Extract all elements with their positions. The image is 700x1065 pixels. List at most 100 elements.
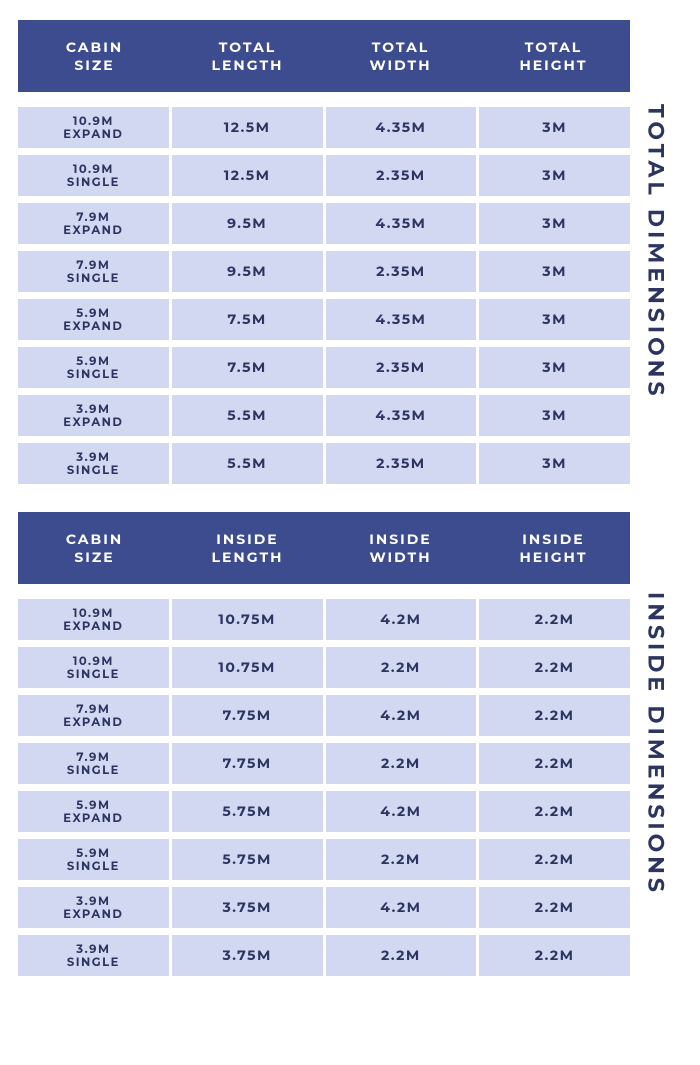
cell-width: 4.2M (326, 599, 477, 640)
row-label: 3.9M EXPAND (18, 887, 169, 928)
total-dimensions-table: CABIN SIZE TOTAL LENGTH TOTAL WIDTH TOTA… (18, 20, 630, 484)
col-header-total-length: TOTAL LENGTH (171, 20, 324, 92)
table-header: CABIN SIZE TOTAL LENGTH TOTAL WIDTH TOTA… (18, 20, 630, 92)
cell-length: 3.75M (172, 935, 323, 976)
cell-height: 2.2M (479, 887, 630, 928)
row-label: 5.9M SINGLE (18, 839, 169, 880)
cell-height: 3M (479, 203, 630, 244)
table-body: 10.9M EXPAND 12.5M 4.35M 3M 10.9M SINGLE… (18, 107, 630, 484)
cell-height: 2.2M (479, 839, 630, 880)
table-row: 5.9M SINGLE 5.75M 2.2M 2.2M (18, 839, 630, 880)
col-header-line2: SIZE (74, 548, 114, 566)
cell-height: 2.2M (479, 695, 630, 736)
cell-width: 2.2M (326, 839, 477, 880)
cell-length: 5.75M (172, 839, 323, 880)
cell-length: 10.75M (172, 647, 323, 688)
col-header-total-width: TOTAL WIDTH (324, 20, 477, 92)
total-dimensions-section: CABIN SIZE TOTAL LENGTH TOTAL WIDTH TOTA… (18, 20, 682, 484)
cell-length: 5.5M (172, 443, 323, 484)
col-header-inside-length: INSIDE LENGTH (171, 512, 324, 584)
cell-width: 4.35M (326, 107, 477, 148)
cell-width: 2.35M (326, 251, 477, 292)
col-header-cabin-size: CABIN SIZE (18, 512, 171, 584)
row-label: 7.9M SINGLE (18, 251, 169, 292)
row-label: 10.9M SINGLE (18, 155, 169, 196)
row-label: 7.9M EXPAND (18, 695, 169, 736)
cell-height: 2.2M (479, 935, 630, 976)
row-label: 3.9M EXPAND (18, 395, 169, 436)
row-label: 5.9M EXPAND (18, 299, 169, 340)
row-label: 5.9M SINGLE (18, 347, 169, 388)
col-header-line1: TOTAL (525, 38, 583, 56)
col-header-line1: TOTAL (372, 38, 430, 56)
table-header: CABIN SIZE INSIDE LENGTH INSIDE WIDTH IN… (18, 512, 630, 584)
table-row: 10.9M EXPAND 12.5M 4.35M 3M (18, 107, 630, 148)
cell-width: 4.2M (326, 887, 477, 928)
table-row: 10.9M SINGLE 12.5M 2.35M 3M (18, 155, 630, 196)
cell-height: 3M (479, 443, 630, 484)
col-header-line1: INSIDE (216, 530, 278, 548)
col-header-line1: TOTAL (219, 38, 277, 56)
cell-width: 4.2M (326, 695, 477, 736)
table-row: 3.9M EXPAND 3.75M 4.2M 2.2M (18, 887, 630, 928)
cell-length: 12.5M (172, 155, 323, 196)
col-header-line1: CABIN (66, 38, 123, 56)
row-label: 3.9M SINGLE (18, 935, 169, 976)
row-label: 10.9M EXPAND (18, 107, 169, 148)
cell-height: 2.2M (479, 599, 630, 640)
row-label: 10.9M EXPAND (18, 599, 169, 640)
cell-width: 2.2M (326, 935, 477, 976)
table-row: 3.9M EXPAND 5.5M 4.35M 3M (18, 395, 630, 436)
cell-width: 2.35M (326, 155, 477, 196)
cell-width: 4.35M (326, 395, 477, 436)
row-label: 3.9M SINGLE (18, 443, 169, 484)
row-label: 7.9M EXPAND (18, 203, 169, 244)
cell-length: 7.5M (172, 347, 323, 388)
side-label-total: TOTAL DIMENSIONS (630, 20, 682, 484)
table-row: 3.9M SINGLE 3.75M 2.2M 2.2M (18, 935, 630, 976)
cell-width: 2.35M (326, 347, 477, 388)
cell-width: 2.35M (326, 443, 477, 484)
col-header-line2: LENGTH (212, 548, 284, 566)
cell-height: 3M (479, 347, 630, 388)
table-row: 5.9M SINGLE 7.5M 2.35M 3M (18, 347, 630, 388)
col-header-line2: HEIGHT (519, 56, 587, 74)
table-row: 7.9M EXPAND 9.5M 4.35M 3M (18, 203, 630, 244)
side-label-inside: INSIDE DIMENSIONS (630, 512, 682, 976)
cell-height: 3M (479, 107, 630, 148)
col-header-cabin-size: CABIN SIZE (18, 20, 171, 92)
cell-height: 3M (479, 155, 630, 196)
col-header-inside-width: INSIDE WIDTH (324, 512, 477, 584)
cell-width: 2.2M (326, 743, 477, 784)
cell-height: 2.2M (479, 743, 630, 784)
col-header-line2: WIDTH (369, 56, 431, 74)
cell-height: 2.2M (479, 647, 630, 688)
col-header-line1: CABIN (66, 530, 123, 548)
table-row: 5.9M EXPAND 5.75M 4.2M 2.2M (18, 791, 630, 832)
col-header-line2: SIZE (74, 56, 114, 74)
table-row: 7.9M EXPAND 7.75M 4.2M 2.2M (18, 695, 630, 736)
cell-height: 2.2M (479, 791, 630, 832)
table-row: 7.9M SINGLE 7.75M 2.2M 2.2M (18, 743, 630, 784)
inside-dimensions-section: CABIN SIZE INSIDE LENGTH INSIDE WIDTH IN… (18, 512, 682, 976)
col-header-line2: WIDTH (369, 548, 431, 566)
cell-width: 4.35M (326, 203, 477, 244)
cell-width: 2.2M (326, 647, 477, 688)
cell-width: 4.2M (326, 791, 477, 832)
inside-dimensions-table: CABIN SIZE INSIDE LENGTH INSIDE WIDTH IN… (18, 512, 630, 976)
cell-length: 7.75M (172, 695, 323, 736)
cell-length: 9.5M (172, 203, 323, 244)
table-body: 10.9M EXPAND 10.75M 4.2M 2.2M 10.9M SING… (18, 599, 630, 976)
cell-length: 9.5M (172, 251, 323, 292)
col-header-line2: LENGTH (212, 56, 284, 74)
cell-length: 7.75M (172, 743, 323, 784)
row-label: 5.9M EXPAND (18, 791, 169, 832)
table-row: 7.9M SINGLE 9.5M 2.35M 3M (18, 251, 630, 292)
cell-width: 4.35M (326, 299, 477, 340)
cell-length: 5.75M (172, 791, 323, 832)
col-header-total-height: TOTAL HEIGHT (477, 20, 630, 92)
cell-length: 3.75M (172, 887, 323, 928)
col-header-inside-height: INSIDE HEIGHT (477, 512, 630, 584)
cell-length: 5.5M (172, 395, 323, 436)
table-row: 3.9M SINGLE 5.5M 2.35M 3M (18, 443, 630, 484)
